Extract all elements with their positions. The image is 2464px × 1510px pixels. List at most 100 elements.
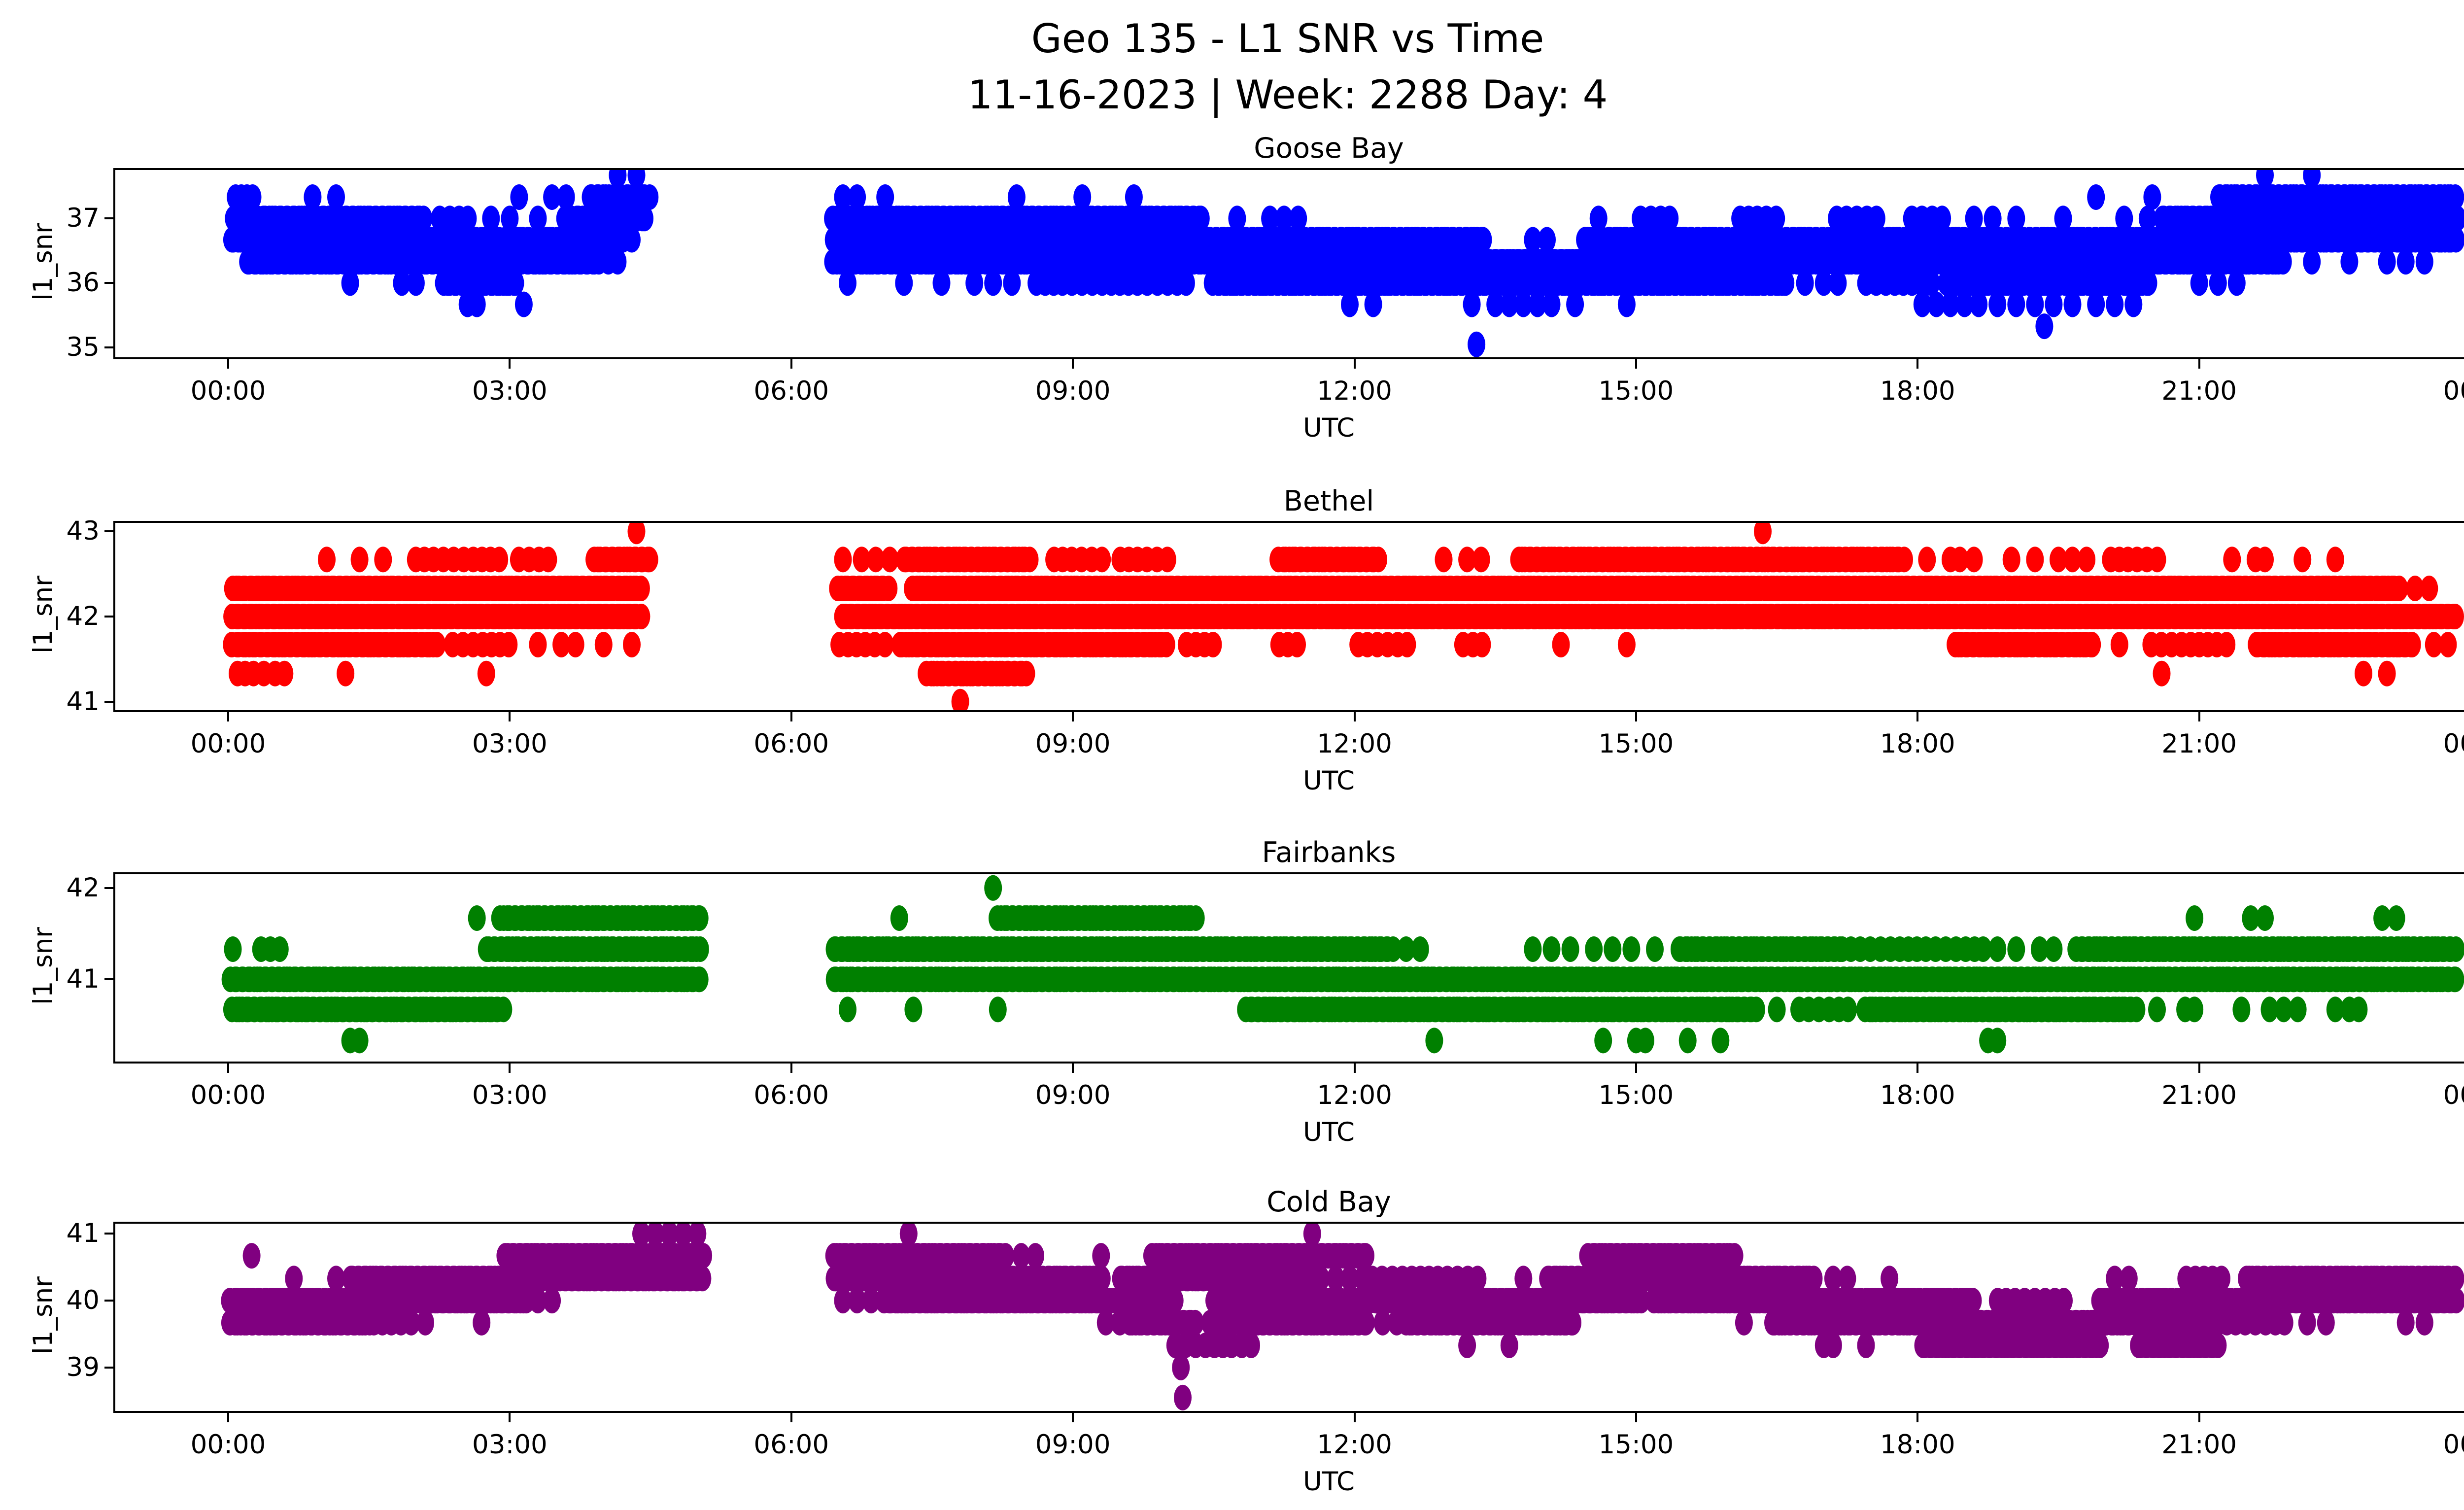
y-tick-mark <box>104 217 114 219</box>
x-tick-label: 03:00 <box>450 729 569 759</box>
x-tick-mark <box>790 1064 792 1073</box>
x-axis-label: UTC <box>113 413 2464 443</box>
x-tick-mark <box>1354 1064 1356 1073</box>
x-tick-label: 00:00 <box>169 1430 287 1460</box>
x-tick-mark <box>227 1064 229 1073</box>
x-tick-mark <box>2198 1413 2200 1422</box>
y-axis-label: l1_snr <box>28 163 59 360</box>
x-tick-label: 06:00 <box>732 376 851 406</box>
x-tick-label: 00:00 <box>169 1080 287 1110</box>
x-tick-label: 18:00 <box>1858 1080 1977 1110</box>
y-tick-label: 41 <box>8 963 100 995</box>
x-tick-mark <box>1072 712 1074 721</box>
x-tick-label: 00:00 <box>2422 1430 2464 1460</box>
y-tick-label: 37 <box>8 203 100 234</box>
scatter-canvas <box>115 1224 2464 1411</box>
x-tick-label: 12:00 <box>1296 1080 1414 1110</box>
x-tick-mark <box>509 1413 511 1422</box>
y-tick-mark <box>104 701 114 703</box>
plot-area <box>113 168 2464 359</box>
subplot-title: Fairbanks <box>113 836 2464 869</box>
y-tick-mark <box>104 1300 114 1302</box>
x-tick-mark <box>2198 359 2200 369</box>
x-tick-mark <box>227 1413 229 1422</box>
x-tick-mark <box>1072 359 1074 369</box>
subplot-title: Goose Bay <box>113 132 2464 165</box>
x-tick-label: 15:00 <box>1577 376 1695 406</box>
x-tick-label: 15:00 <box>1577 1430 1695 1460</box>
x-tick-mark <box>1072 1064 1074 1073</box>
x-tick-mark <box>509 712 511 721</box>
x-tick-label: 18:00 <box>1858 729 1977 759</box>
y-tick-label: 40 <box>8 1285 100 1316</box>
x-axis-label: UTC <box>113 1467 2464 1497</box>
x-tick-label: 03:00 <box>450 1430 569 1460</box>
y-tick-label: 36 <box>8 267 100 299</box>
x-tick-mark <box>1635 712 1637 721</box>
plot-area <box>113 1222 2464 1413</box>
x-tick-label: 06:00 <box>732 1430 851 1460</box>
y-tick-mark <box>104 530 114 532</box>
x-tick-mark <box>1916 1413 1918 1422</box>
x-tick-mark <box>1354 1413 1356 1422</box>
plot-area <box>113 521 2464 712</box>
data-points <box>221 1224 2464 1410</box>
subplot-title: Bethel <box>113 485 2464 517</box>
y-tick-mark <box>104 282 114 284</box>
x-tick-label: 09:00 <box>1014 729 1132 759</box>
x-tick-label: 00:00 <box>169 729 287 759</box>
x-tick-label: 18:00 <box>1858 376 1977 406</box>
x-tick-label: 09:00 <box>1014 1080 1132 1110</box>
x-tick-label: 12:00 <box>1296 1430 1414 1460</box>
y-tick-mark <box>104 346 114 348</box>
x-tick-mark <box>1354 359 1356 369</box>
x-tick-label: 03:00 <box>450 1080 569 1110</box>
x-tick-mark <box>2198 712 2200 721</box>
x-tick-label: 00:00 <box>169 376 287 406</box>
x-tick-mark <box>1916 712 1918 721</box>
y-tick-mark <box>104 978 114 980</box>
figure-title-line1: Geo 135 - L1 SNR vs Time <box>0 11 2464 67</box>
data-points <box>223 170 2464 357</box>
y-tick-mark <box>104 1233 114 1235</box>
x-tick-label: 21:00 <box>2140 1430 2259 1460</box>
data-points <box>222 875 2464 1054</box>
y-tick-label: 41 <box>8 686 100 718</box>
y-tick-mark <box>104 616 114 618</box>
x-tick-mark <box>1354 712 1356 721</box>
x-tick-label: 09:00 <box>1014 1430 1132 1460</box>
x-tick-label: 06:00 <box>732 729 851 759</box>
figure-title: Geo 135 - L1 SNR vs Time 11-16-2023 | We… <box>0 11 2464 123</box>
x-tick-label: 00:00 <box>2422 376 2464 406</box>
x-tick-mark <box>1635 359 1637 369</box>
x-tick-mark <box>227 712 229 721</box>
x-tick-label: 18:00 <box>1858 1430 1977 1460</box>
y-tick-label: 42 <box>8 872 100 904</box>
x-tick-label: 00:00 <box>2422 729 2464 759</box>
y-tick-label: 39 <box>8 1352 100 1383</box>
x-tick-mark <box>790 359 792 369</box>
y-tick-label: 35 <box>8 332 100 363</box>
x-tick-mark <box>1916 1064 1918 1073</box>
x-tick-mark <box>1916 359 1918 369</box>
x-tick-mark <box>1635 1064 1637 1073</box>
plot-area <box>113 872 2464 1064</box>
x-axis-label: UTC <box>113 1117 2464 1147</box>
subplot-title: Cold Bay <box>113 1186 2464 1218</box>
x-tick-label: 00:00 <box>2422 1080 2464 1110</box>
x-tick-mark <box>2198 1064 2200 1073</box>
y-tick-label: 41 <box>8 1218 100 1249</box>
x-tick-mark <box>1072 1413 1074 1422</box>
x-tick-label: 21:00 <box>2140 1080 2259 1110</box>
y-tick-label: 42 <box>8 601 100 632</box>
x-tick-label: 15:00 <box>1577 1080 1695 1110</box>
x-tick-mark <box>790 1413 792 1422</box>
x-tick-label: 09:00 <box>1014 376 1132 406</box>
y-tick-label: 43 <box>8 515 100 547</box>
x-tick-label: 12:00 <box>1296 729 1414 759</box>
scatter-canvas <box>115 874 2464 1062</box>
x-tick-label: 03:00 <box>450 376 569 406</box>
y-tick-mark <box>104 887 114 889</box>
